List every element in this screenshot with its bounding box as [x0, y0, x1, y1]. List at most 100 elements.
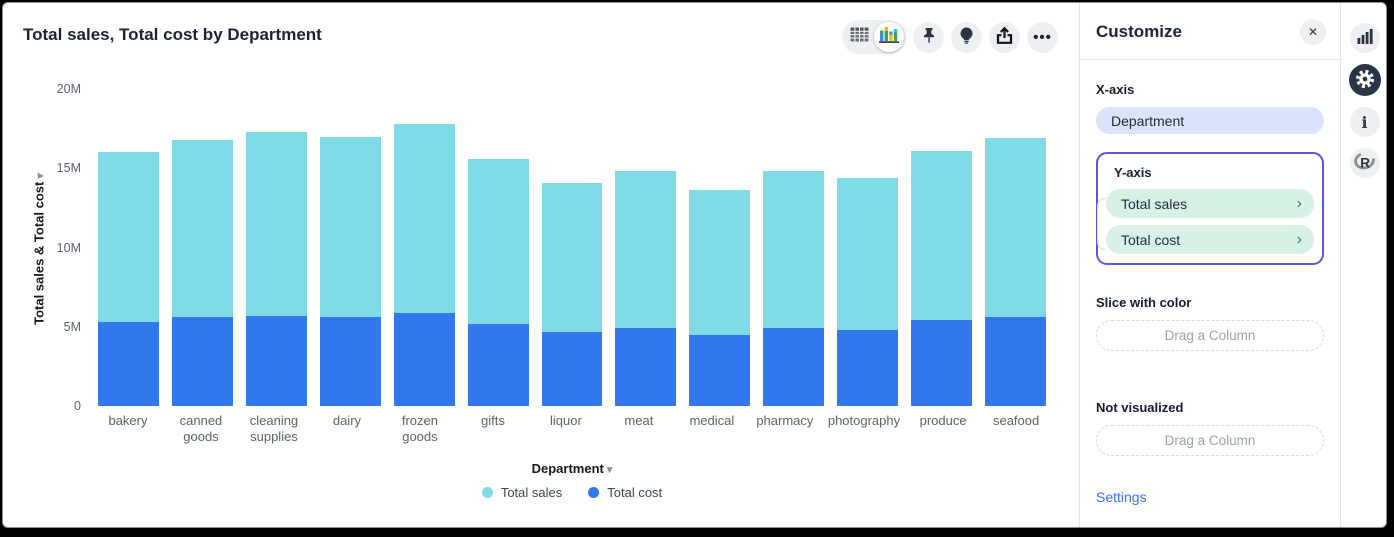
y-axis-column-pill-total-cost[interactable]: Total cost › — [1106, 225, 1314, 254]
slice-section-label: Slice with color — [1096, 295, 1192, 310]
x-axis-title-text: Department — [531, 461, 604, 476]
bar-chart-colored-icon — [879, 26, 899, 48]
sidebar-info-button[interactable]: i — [1349, 107, 1380, 137]
info-icon: i — [1361, 112, 1368, 132]
panel-divider — [1080, 59, 1340, 60]
bar-segment — [985, 138, 1046, 318]
y-axis-dropzone[interactable]: Y-axis Total sales › Total cost › — [1096, 152, 1324, 265]
y-tick-label: 5M — [63, 319, 81, 334]
y-axis-column-pill-total-sales[interactable]: Total sales › — [1106, 189, 1314, 218]
not-visualized-dropzone[interactable]: Drag a Column — [1096, 425, 1324, 456]
x-tick-label: cleaning supplies — [249, 413, 299, 445]
x-tick-label: bakery — [108, 413, 148, 428]
gear-icon — [1354, 68, 1376, 93]
sidebar-settings-button[interactable] — [1348, 64, 1381, 96]
x-tick-label: photography — [827, 413, 901, 428]
x-axis-column-pill[interactable]: Department — [1096, 107, 1324, 134]
sidebar-r-logo-button[interactable]: R — [1349, 148, 1380, 178]
bar-frozen-goods[interactable] — [393, 89, 455, 406]
legend-dot-icon — [481, 487, 493, 498]
pin-button[interactable] — [913, 21, 944, 53]
dropzone-placeholder: Drag a Column — [1164, 433, 1256, 448]
y-axis-ticks: 20M 15M 10M 5M 0 — [3, 82, 81, 413]
bar-liquor[interactable] — [541, 89, 603, 406]
x-tick-label: liquor — [550, 413, 582, 428]
bar-bakery[interactable] — [98, 89, 159, 406]
table-icon — [849, 27, 869, 47]
x-tick-label: produce — [919, 413, 967, 428]
legend-item[interactable]: Total cost — [588, 485, 662, 500]
x-tick-label: canned goods — [179, 413, 223, 445]
customize-panel: Customize ✕ X-axis Department Y-axis Tot… — [1079, 3, 1341, 527]
y-axis-section-label: Y-axis — [1114, 165, 1152, 180]
export-icon — [996, 26, 1013, 47]
bar-segment — [911, 150, 973, 321]
settings-link[interactable]: Settings — [1096, 489, 1147, 505]
bar-segment — [985, 317, 1046, 406]
export-button[interactable] — [989, 21, 1020, 53]
lightbulb-icon — [959, 27, 974, 47]
bar-segment — [393, 312, 455, 406]
bar-meat[interactable] — [615, 89, 677, 406]
bar-canned-goods[interactable] — [171, 89, 233, 406]
not-visualized-section-label: Not visualized — [1096, 400, 1184, 415]
bar-segment — [615, 328, 677, 406]
right-sidebar: i R — [1341, 3, 1386, 527]
bar-produce[interactable] — [911, 89, 973, 406]
bar-segment — [98, 322, 159, 406]
bar-segment — [98, 152, 159, 322]
table-view-button[interactable] — [844, 22, 874, 52]
bar-segment — [911, 320, 973, 406]
customize-panel-header: Customize ✕ — [1080, 3, 1340, 59]
bar-segment — [837, 177, 899, 330]
bar-segment — [393, 123, 455, 313]
close-panel-button[interactable]: ✕ — [1300, 19, 1326, 45]
legend-label: Total sales — [500, 485, 563, 500]
x-axis-title-button[interactable]: Department ▾ — [532, 461, 613, 476]
more-button[interactable]: ••• — [1027, 21, 1058, 53]
insight-button[interactable] — [951, 21, 982, 53]
bar-segment — [245, 131, 307, 316]
chart-view-button[interactable] — [874, 22, 904, 52]
bar-dairy[interactable] — [319, 89, 381, 406]
x-tick-label: medical — [689, 413, 735, 428]
x-tick-label: frozen goods — [401, 413, 438, 445]
x-axis-caret-icon: ▾ — [606, 464, 613, 476]
x-axis-column-label: Department — [1111, 112, 1185, 129]
y-tick-label: 10M — [56, 240, 81, 255]
x-tick-label: seafood — [992, 413, 1040, 428]
bar-segment — [319, 136, 381, 318]
plot-area — [98, 89, 1046, 406]
dropzone-placeholder: Drag a Column — [1164, 328, 1256, 343]
bar-segment — [171, 139, 233, 318]
bar-segment — [689, 334, 751, 406]
y-tick-label: 20M — [56, 82, 81, 96]
chevron-right-icon: › — [1296, 230, 1302, 248]
bar-segment — [319, 317, 381, 406]
y-tick-label: 0 — [74, 399, 81, 413]
view-toggle — [842, 20, 906, 54]
chart-toolbar: ••• — [842, 20, 1058, 54]
chevron-right-icon: › — [1296, 194, 1302, 212]
bar-cleaning-supplies[interactable] — [245, 89, 307, 406]
bar-photography[interactable] — [837, 89, 899, 406]
r-logo-icon: R — [1353, 151, 1376, 174]
chart-area: Total sales, Total cost by Department — [3, 3, 1079, 527]
bar-medical[interactable] — [689, 89, 751, 406]
bar-seafood[interactable] — [985, 89, 1046, 406]
sidebar-chart-button[interactable] — [1349, 23, 1380, 53]
x-tick-label: meat — [624, 413, 654, 428]
y-axis-title[interactable]: Total sales & Total cost ▾ — [32, 173, 47, 325]
legend-item[interactable]: Total sales — [481, 485, 563, 500]
bar-pharmacy[interactable] — [763, 89, 825, 406]
slice-dropzone[interactable]: Drag a Column — [1096, 320, 1324, 351]
drag-group-bracket — [1097, 198, 1106, 250]
panel-title: Customize — [1096, 22, 1182, 41]
bar-segment — [245, 315, 307, 406]
chart-legend: Total sales Total cost — [98, 485, 1046, 500]
bar-gifts[interactable] — [467, 89, 529, 406]
bar-segment — [837, 329, 899, 406]
x-axis-section-label: X-axis — [1096, 82, 1135, 97]
y-axis-column-label: Total sales — [1121, 195, 1188, 212]
legend-label: Total cost — [607, 485, 663, 500]
